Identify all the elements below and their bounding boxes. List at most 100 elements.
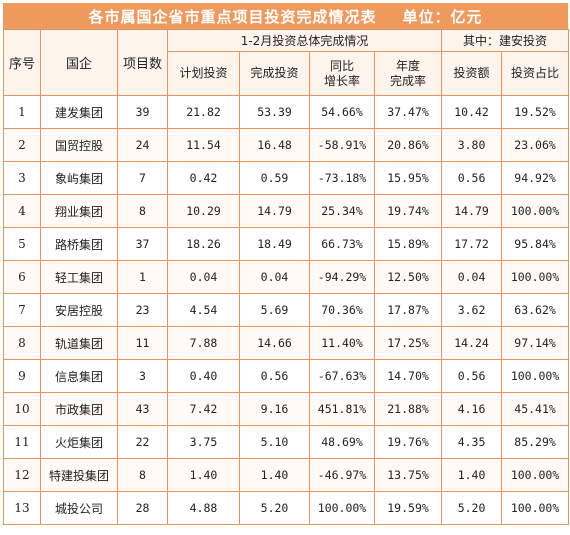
cell-company: 建发集团: [40, 95, 118, 129]
cell-yoy: 11.40%: [309, 326, 375, 360]
header-company: 国企: [40, 29, 118, 96]
cell-ca-amount: 4.16: [441, 392, 503, 426]
cell-company: 轻工集团: [40, 260, 118, 294]
cell-project-count: 43: [117, 392, 168, 426]
cell-ca-share: 100.00%: [501, 491, 570, 525]
cell-ca-amount: 5.20: [441, 491, 503, 525]
cell-seq: 9: [3, 359, 41, 393]
table-header: 序号 国企 项目数 1-2月投资总体完成情况 其中：建安投资 计划投资 完成投资…: [3, 29, 570, 96]
cell-seq: 10: [3, 392, 41, 426]
cell-completed: 0.59: [239, 161, 310, 195]
cell-ca-share: 100.00%: [501, 458, 570, 492]
cell-project-count: 37: [117, 227, 168, 261]
table-title: 各市属国企省市重点项目投资完成情况表: [88, 7, 377, 26]
header-yoy-line1: 同比: [329, 58, 354, 73]
cell-completed: 5.20: [239, 491, 310, 525]
cell-yoy: 451.81%: [309, 392, 375, 426]
cell-project-count: 28: [117, 491, 168, 525]
cell-planned: 11.54: [167, 128, 240, 162]
cell-completed: 16.48: [239, 128, 310, 162]
cell-completed: 53.39: [239, 95, 310, 129]
cell-annual-rate: 17.87%: [373, 293, 443, 327]
cell-ca-amount: 14.79: [441, 194, 503, 228]
cell-yoy: 48.69%: [309, 425, 375, 459]
cell-ca-share: 45.41%: [501, 392, 570, 426]
header-group-total: 1-2月投资总体完成情况: [166, 29, 443, 52]
cell-ca-amount: 0.56: [441, 359, 503, 393]
cell-annual-rate: 19.76%: [373, 425, 443, 459]
cell-company: 信息集团: [40, 359, 118, 393]
cell-completed: 5.10: [239, 425, 310, 459]
cell-ca-amount: 1.40: [441, 458, 503, 492]
cell-seq: 4: [3, 194, 41, 228]
cell-annual-rate: 14.70%: [373, 359, 443, 393]
cell-company: 翔业集团: [40, 194, 118, 228]
cell-yoy: 100.00%: [309, 491, 375, 525]
cell-completed: 0.04: [239, 260, 310, 294]
cell-ca-amount: 17.72: [441, 227, 503, 261]
cell-annual-rate: 13.75%: [373, 458, 443, 492]
cell-ca-share: 100.00%: [501, 194, 570, 228]
cell-company: 轨道集团: [40, 326, 118, 360]
cell-yoy: 66.73%: [309, 227, 375, 261]
cell-seq: 5: [3, 227, 41, 261]
cell-planned: 1.40: [167, 458, 240, 492]
unit-label: 单位：亿元: [402, 7, 483, 26]
cell-company: 国贸控股: [40, 128, 118, 162]
cell-completed: 5.69: [239, 293, 310, 327]
header-completed: 完成投资: [239, 51, 310, 96]
cell-seq: 6: [3, 260, 41, 294]
table-row: 4 翔业集团 8 10.29 14.79 25.34% 19.74% 14.79 100.00%: [3, 194, 570, 228]
cell-planned: 4.54: [167, 293, 240, 327]
table-row: 13 城投公司 28 4.88 5.20 100.00% 19.59% 5.20 100.00%: [3, 491, 570, 525]
cell-ca-share: 95.84%: [501, 227, 570, 261]
cell-ca-share: 85.29%: [501, 425, 570, 459]
table-row: 2 国贸控股 24 11.54 16.48 -58.91% 20.86% 3.80 23.06%: [3, 128, 570, 162]
cell-company: 火炬集团: [40, 425, 118, 459]
cell-annual-rate: 17.25%: [373, 326, 443, 360]
cell-planned: 7.88: [167, 326, 240, 360]
cell-seq: 2: [3, 128, 41, 162]
cell-ca-amount: 0.04: [441, 260, 503, 294]
cell-yoy: -73.18%: [309, 161, 375, 195]
cell-project-count: 3: [117, 359, 168, 393]
table-row: 5 路桥集团 37 18.26 18.49 66.73% 15.89% 17.72 95.84%: [3, 227, 570, 261]
table-body: 1 建发集团 39 21.82 53.39 54.66% 37.47% 10.42 19.52%…: [3, 95, 570, 525]
cell-planned: 4.88: [167, 491, 240, 525]
cell-company: 路桥集团: [40, 227, 118, 261]
cell-planned: 21.82: [167, 95, 240, 129]
cell-completed: 14.66: [239, 326, 310, 360]
cell-completed: 9.16: [239, 392, 310, 426]
cell-planned: 7.42: [167, 392, 240, 426]
table-row: 3 象屿集团 7 0.42 0.59 -73.18% 15.95% 0.56 94.92%: [3, 161, 570, 195]
cell-ca-share: 100.00%: [501, 260, 570, 294]
cell-project-count: 23: [117, 293, 168, 327]
cell-completed: 0.56: [239, 359, 310, 393]
header-annual-line2: 完成率: [390, 73, 427, 88]
header-seq: 序号: [3, 29, 41, 96]
cell-planned: 18.26: [167, 227, 240, 261]
cell-company: 安居控股: [40, 293, 118, 327]
cell-ca-share: 94.92%: [501, 161, 570, 195]
cell-annual-rate: 21.88%: [373, 392, 443, 426]
cell-ca-amount: 0.56: [441, 161, 503, 195]
cell-annual-rate: 19.59%: [373, 491, 443, 525]
cell-annual-rate: 19.74%: [373, 194, 443, 228]
cell-project-count: 8: [117, 458, 168, 492]
cell-seq: 7: [3, 293, 41, 327]
cell-completed: 1.40: [239, 458, 310, 492]
cell-project-count: 11: [117, 326, 168, 360]
cell-project-count: 39: [117, 95, 168, 129]
cell-seq: 1: [3, 95, 41, 129]
header-planned: 计划投资: [167, 51, 240, 96]
cell-annual-rate: 20.86%: [373, 128, 443, 162]
cell-ca-share: 100.00%: [501, 359, 570, 393]
cell-company: 特建投集团: [40, 458, 118, 492]
cell-seq: 11: [3, 425, 41, 459]
cell-company: 象屿集团: [40, 161, 118, 195]
cell-seq: 13: [3, 491, 41, 525]
cell-project-count: 7: [117, 161, 168, 195]
header-invest-share: 投资占比: [501, 51, 570, 96]
cell-ca-amount: 14.24: [441, 326, 503, 360]
